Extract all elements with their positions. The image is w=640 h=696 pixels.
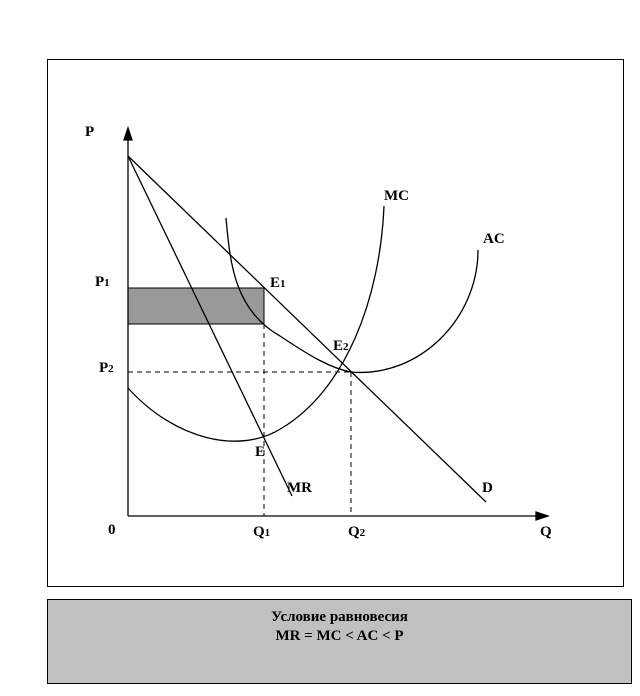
p1-label: P1 (95, 274, 110, 290)
y-axis-arrow (123, 125, 133, 141)
e2-label: E2 (333, 338, 349, 354)
ac-curve (225, 217, 479, 373)
ac-label: AC (483, 231, 505, 247)
equilibrium-caption: Условие равновесия MR = MC < AC < P (47, 599, 632, 684)
mr-curve (127, 155, 293, 497)
mc-label: MC (384, 188, 409, 204)
axis-q-label: Q (540, 524, 552, 540)
caption-title: Условие равновесия (271, 609, 408, 625)
p2-label: P2 (99, 360, 114, 376)
caption-condition: MR = MC < AC < P (275, 628, 404, 644)
origin-label: 0 (108, 522, 116, 538)
mc-curve (127, 205, 385, 442)
axis-p-label: P (85, 124, 94, 140)
e1-label: E1 (270, 275, 286, 291)
q1-label: Q1 (253, 524, 270, 540)
mr-label: MR (287, 480, 312, 496)
profit-area (127, 287, 265, 325)
x-axis-arrow (535, 511, 551, 521)
q2-label: Q2 (348, 524, 366, 540)
d-label: D (482, 480, 493, 496)
e-label: E (255, 444, 265, 460)
demand-curve (127, 155, 487, 503)
